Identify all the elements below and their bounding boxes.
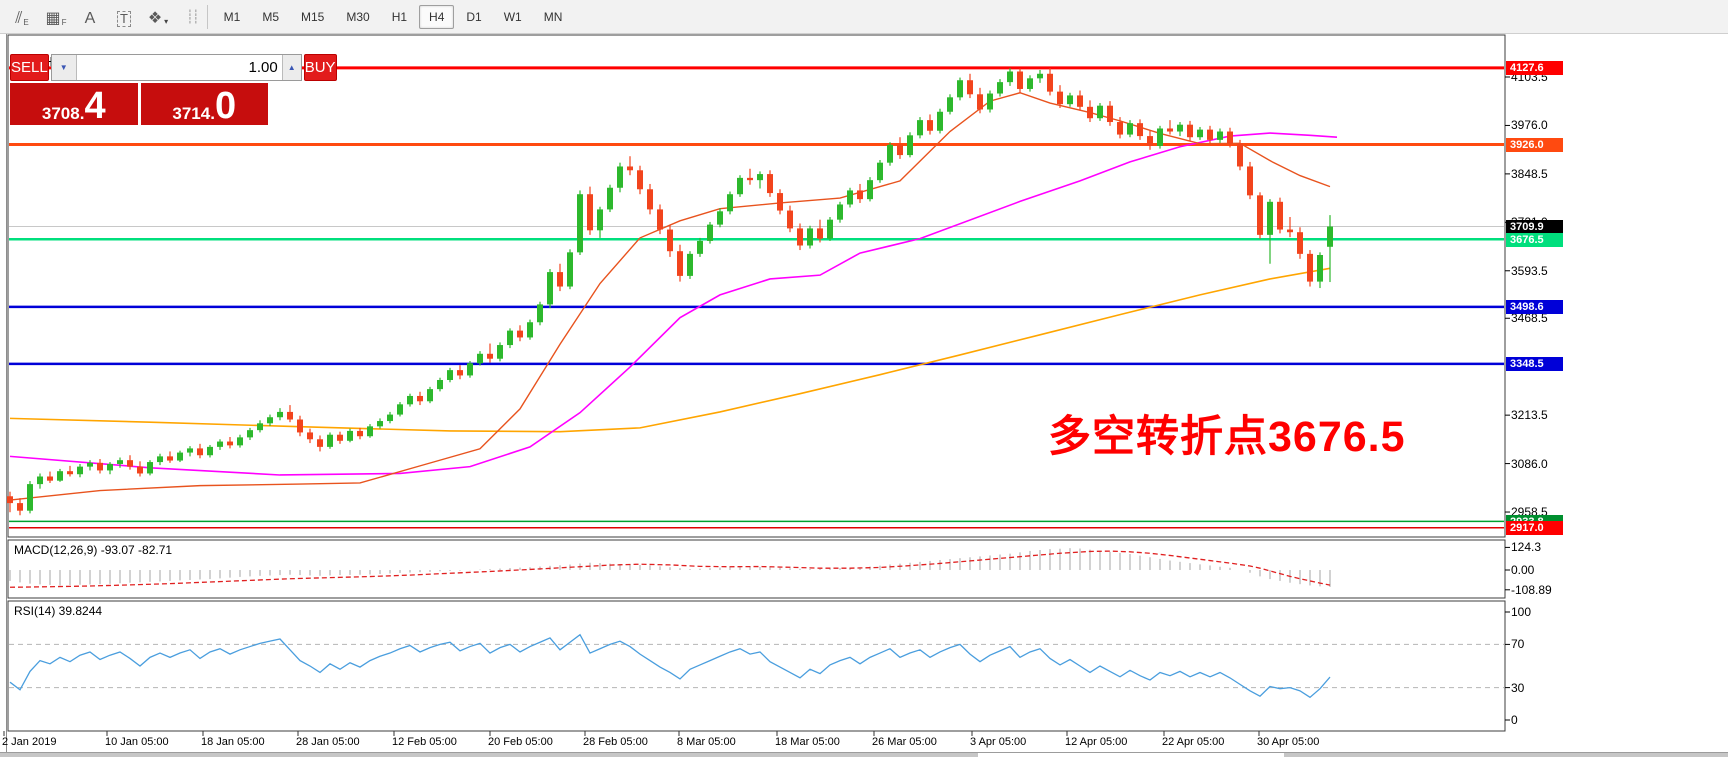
timeframe-button-m1[interactable]: M1 bbox=[223, 9, 241, 24]
sell-price-decimal: 4 bbox=[84, 85, 106, 127]
toolbar-drag-handle[interactable]: ┊┊ bbox=[186, 8, 200, 24]
buy-price-dot: . bbox=[210, 104, 215, 123]
timeframe-button-h4[interactable]: H4 bbox=[419, 4, 455, 29]
top-toolbar: ⫽ E ▦ F A T ❖ ▾ ┊┊ M1 M5 M15 M30 H1 H4 D1 W1 MN bbox=[0, 0, 1728, 34]
chart-annotation-text[interactable]: 多空转折点3676.5 bbox=[1048, 413, 1406, 461]
rsi-label: RSI(14) 39.8244 bbox=[14, 604, 103, 618]
triangle-up-icon: ▲ bbox=[287, 63, 296, 72]
buy-price-int: 3714 bbox=[172, 104, 211, 123]
one-click-trading-panel: SELL ▼ ▲ BUY 3708.4 3714.0 bbox=[10, 54, 337, 127]
buy-price-display[interactable]: 3714. 0 bbox=[140, 83, 268, 127]
volume-input[interactable] bbox=[76, 55, 282, 80]
sell-button[interactable]: SELL bbox=[10, 54, 49, 81]
volume-spinner: ▼ ▲ bbox=[50, 54, 302, 81]
buy-button[interactable]: BUY bbox=[303, 54, 337, 81]
bottom-scrollbar-thumb[interactable] bbox=[978, 753, 1284, 758]
text-label-icon[interactable]: A bbox=[84, 9, 96, 27]
timeframe-button-d1[interactable]: D1 bbox=[466, 9, 482, 24]
toolbar-separator bbox=[206, 4, 208, 29]
timeframe-button-m5[interactable]: M5 bbox=[262, 9, 279, 24]
volume-decrease-button[interactable]: ▼ bbox=[51, 55, 77, 80]
equidistant-channel-icon[interactable]: ⫽ E bbox=[15, 9, 29, 27]
window-left-border bbox=[6, 34, 7, 757]
timeframe-button-h1[interactable]: H1 bbox=[391, 9, 408, 24]
fibonacci-grid-icon[interactable]: ▦ F bbox=[45, 9, 67, 27]
drawing-tools-group: ⫽ E ▦ F A T ❖ ▾ bbox=[6, 4, 176, 30]
buy-price-decimal: 0 bbox=[214, 85, 237, 127]
timeframe-button-w1[interactable]: W1 bbox=[503, 9, 522, 24]
cursor-tool-icon[interactable]: ❖ ▾ bbox=[147, 9, 169, 27]
timeframe-button-mn[interactable]: MN bbox=[543, 9, 563, 24]
volume-increase-button[interactable]: ▲ bbox=[281, 55, 301, 80]
timeframes-toolbar: M1 M5 M15 M30 H1 H4 D1 W1 MN bbox=[213, 4, 574, 29]
sell-price-display[interactable]: 3708. 4 bbox=[10, 83, 138, 125]
sell-price-int: 3708 bbox=[41, 104, 80, 123]
timeframe-button-m15[interactable]: M15 bbox=[301, 9, 325, 24]
bottom-scrollbar[interactable] bbox=[0, 752, 1728, 758]
timeframe-button-m30[interactable]: M30 bbox=[346, 9, 370, 24]
triangle-down-icon: ▼ bbox=[59, 63, 68, 72]
text-box-icon[interactable]: T bbox=[108, 4, 140, 30]
sell-price-dot: . bbox=[79, 104, 85, 123]
macd-label: MACD(12,26,9) -93.07 -82.71 bbox=[14, 543, 173, 557]
